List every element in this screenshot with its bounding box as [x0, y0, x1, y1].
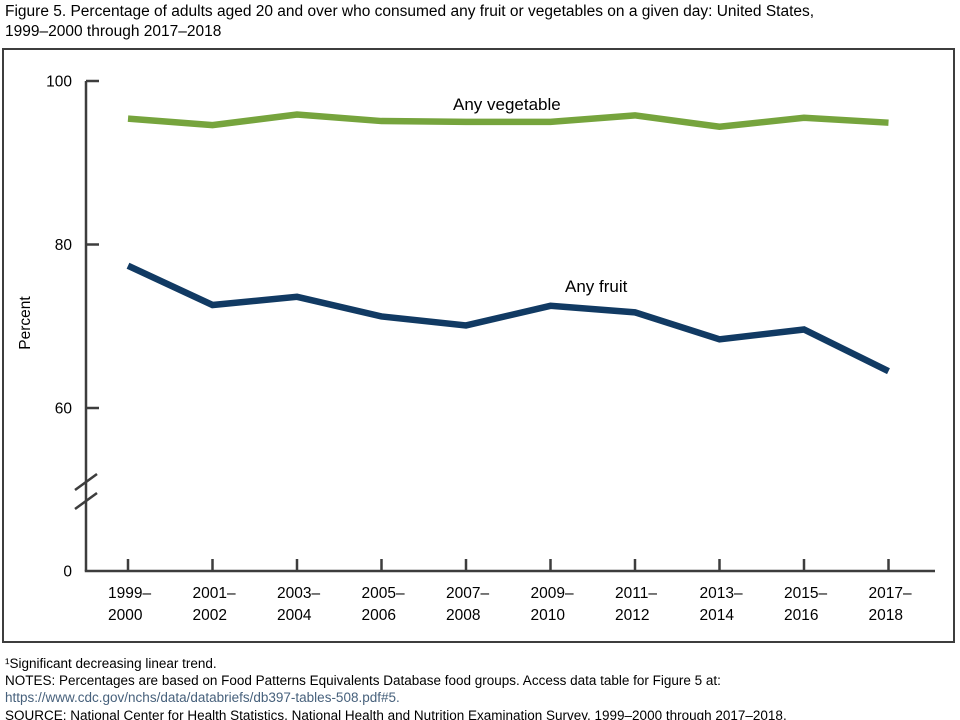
footnote-source: SOURCE: National Center for Health Stati…	[5, 707, 787, 720]
y-tick-label-0: 0	[63, 564, 72, 581]
x-tick-label-3: 2003– 2004	[277, 585, 320, 624]
y-tick-label-80: 80	[55, 237, 73, 254]
footnote-url: https://www.cdc.gov/nchs/data/databriefs…	[5, 690, 400, 706]
y-tick-label-100: 100	[46, 74, 72, 91]
x-tick-label-4: 2005– 2006	[362, 585, 405, 624]
series-line-any-vegetable	[127, 111, 889, 131]
x-tick-label-10: 2017– 2018	[869, 585, 912, 624]
series-line-any-fruit	[126, 262, 890, 375]
chart-plot: 100 80 60 0 1999– 2000 2001– 2002 2003– 2004 2005–…	[2, 48, 955, 643]
x-tick-label-1: 1999– 2000	[108, 585, 151, 624]
figure-footnotes: ¹Significant decreasing linear trend. NO…	[5, 655, 955, 720]
y-tick-label-60: 60	[55, 401, 73, 418]
x-tick-label-8: 2013– 2014	[700, 585, 743, 624]
footnote-trend: ¹Significant decreasing linear trend.	[5, 656, 217, 671]
chart-frame-border	[2, 48, 955, 643]
x-tick-label-2: 2001– 2002	[193, 585, 236, 624]
figure-title-line2: 1999–2000 through 2017–2018	[5, 22, 222, 40]
x-tick-label-9: 2015– 2016	[784, 585, 827, 624]
x-tick-label-5: 2007– 2008	[446, 585, 489, 624]
footnote-notes: NOTES: Percentages are based on Food Pat…	[5, 673, 721, 689]
figure-title-line1: Figure 5. Percentage of adults aged 20 a…	[5, 3, 815, 20]
figure-title: Figure 5. Percentage of adults aged 20 a…	[5, 2, 955, 41]
y-axis-break-slash-1	[74, 472, 98, 492]
series-label-any-fruit: Any fruit	[565, 277, 628, 296]
y-axis-title: Percent	[17, 296, 34, 350]
y-axis-break-slash-2	[74, 491, 98, 511]
x-tick-label-6: 2009– 2010	[531, 585, 574, 624]
x-tick-label-7: 2011– 2012	[615, 585, 657, 624]
series-label-any-vegetable: Any vegetable	[453, 95, 561, 114]
